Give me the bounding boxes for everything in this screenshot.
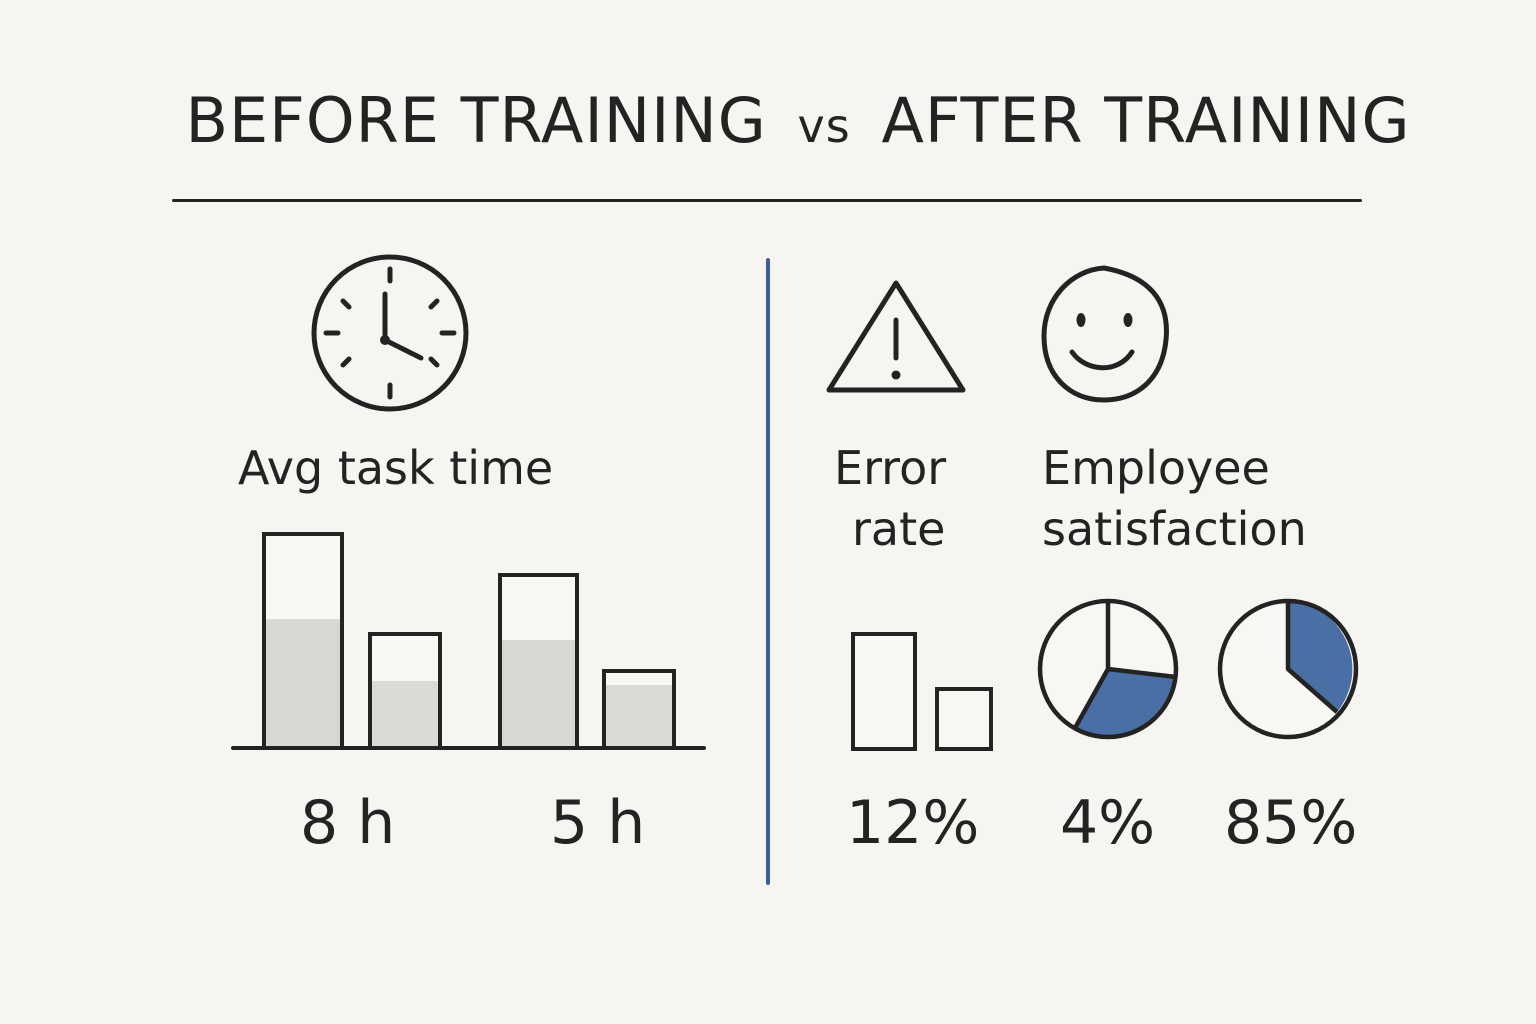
title-after: AFTER TRAINING: [881, 84, 1411, 157]
title-vs: vs: [797, 99, 851, 153]
smiley-right-eye: [1123, 313, 1133, 327]
satisfaction-pie-before: [1037, 598, 1179, 740]
bar-after-small-fill: [606, 685, 672, 746]
error-rate-after-value: 4%: [1060, 788, 1156, 858]
satisfaction-label-line1: Employee: [1042, 441, 1270, 495]
smiley-left-eye: [1076, 313, 1086, 327]
error-bar-before: [851, 632, 917, 751]
task-time-bars: [231, 532, 706, 750]
satisfaction-pie-after: [1217, 598, 1359, 740]
panel-divider: [766, 258, 770, 885]
bar-before-small-fill: [372, 681, 438, 746]
pie-after-slice: [1288, 601, 1353, 712]
satisfaction-label-line2: satisfaction: [1042, 502, 1307, 556]
error-rate-label-line2: rate: [852, 502, 946, 556]
satisfaction-value: 85%: [1224, 788, 1358, 858]
task-time-after-value: 5 h: [550, 788, 646, 858]
title-before: BEFORE TRAINING: [185, 84, 767, 157]
bar-after-fill: [502, 640, 575, 746]
avg-task-time-label: Avg task time: [238, 441, 554, 495]
bar-before-fill: [266, 619, 340, 746]
error-rate-bars: [851, 632, 993, 751]
page-title: BEFORE TRAINING vs AFTER TRAINING: [0, 84, 1536, 157]
clock-icon: [311, 254, 469, 412]
error-rate-label-line1: Error: [834, 441, 947, 495]
warning-triangle-icon: [826, 280, 966, 393]
error-bar-after: [935, 687, 993, 751]
smiley-face-icon: [1041, 265, 1169, 403]
error-rate-value: 12%: [846, 788, 980, 858]
warning-dot: [891, 370, 901, 380]
task-time-before-value: 8 h: [300, 788, 396, 858]
title-underline: [172, 199, 1362, 202]
clock-center-dot: [380, 335, 390, 345]
